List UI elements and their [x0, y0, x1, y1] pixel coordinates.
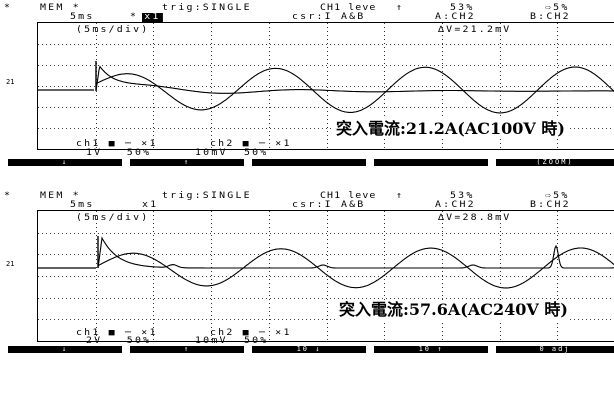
ch1-scale: 1V 50%	[86, 148, 152, 158]
scope-capture-top: * MEM * trig:SINGLE CH1 leve ↑ 53% ⇨5% 5…	[0, 0, 614, 185]
cursor-mode: csr:I A&B	[292, 200, 366, 210]
memory-mode: MEM *	[40, 3, 81, 13]
softkey-2[interactable]: ↑	[130, 346, 244, 353]
ch2-settings: ch2 ■ ─ ×1	[210, 328, 292, 338]
current-trace	[97, 236, 614, 269]
cursor-a-channel: A:CH2	[435, 12, 476, 22]
softkey-3[interactable]: 10 ↓	[252, 346, 366, 353]
softkey-1[interactable]: ↓	[8, 346, 122, 353]
pretrigger: ⇨5%	[545, 191, 570, 201]
ch2-settings: ch2 ■ ─ ×1	[210, 139, 292, 149]
ch1-level-label: CH1 leve	[320, 3, 377, 13]
trigger-mode: trig:SINGLE	[162, 191, 252, 201]
magnify-value: x1	[142, 200, 159, 210]
inrush-current-annotation: 突入電流:21.2A(AC100V 時)	[334, 119, 567, 139]
inrush-current-annotation: 突入電流:57.6A(AC240V 時)	[337, 300, 570, 320]
magnify-prefix: *	[130, 12, 139, 22]
cursor-b-channel: B:CH2	[530, 200, 571, 210]
magnify-value: x1	[142, 13, 163, 22]
trigger-position: 53%	[450, 3, 475, 13]
ch2-scale: 10mV 50%	[195, 148, 269, 158]
current-trace	[95, 65, 614, 94]
softkey-1[interactable]: ↓	[8, 159, 122, 166]
trigger-mode: trig:SINGLE	[162, 3, 252, 13]
timebase: 5ms	[70, 200, 95, 210]
trigger-slope: ↑	[396, 3, 405, 13]
pretrigger: ⇨5%	[545, 3, 570, 13]
cursor-mode: csr:I A&B	[292, 12, 366, 22]
trigger-position: 53%	[450, 191, 475, 201]
softkey-bar: ↓ ↑ 10 ↓ 10 ↑ 0 adj	[8, 346, 614, 353]
softkey-4[interactable]: 10 ↑	[374, 346, 488, 353]
waveform-grid: (5ms/div) ∆V=28.8mV ch1 ■ ─ ×1 ch2 ■ ─ ×…	[37, 210, 614, 342]
trigger-slope: ↑	[396, 191, 405, 201]
timebase: 5ms	[70, 12, 95, 22]
ch1-settings: ch1 ■ ─ ×1	[76, 328, 158, 338]
ch1-settings: ch1 ■ ─ ×1	[76, 139, 158, 149]
softkey-2[interactable]: ↑	[130, 159, 244, 166]
division-scale: (5ms/div)	[76, 213, 150, 223]
delta-v-readout: ∆V=21.2mV	[438, 25, 512, 35]
status-marker: *	[4, 191, 13, 201]
softkey-zoom[interactable]: (ZOOM)	[496, 159, 614, 166]
delta-v-readout: ∆V=28.8mV	[438, 213, 512, 223]
softkey-adj[interactable]: 0 adj	[496, 346, 614, 353]
division-scale: (5ms/div)	[76, 25, 150, 35]
ch2-scale: 10mV 50%	[195, 336, 269, 346]
ground-marker: 21	[6, 260, 15, 268]
scope-capture-bottom: * MEM * trig:SINGLE CH1 leve ↑ 53% ⇨5% 5…	[0, 188, 614, 373]
status-marker: *	[4, 3, 13, 13]
ch1-level-label: CH1 leve	[320, 191, 377, 201]
softkey-4[interactable]	[374, 159, 488, 166]
softkey-3[interactable]	[252, 159, 366, 166]
ground-marker: 21	[6, 78, 15, 86]
waveform-plot	[38, 211, 614, 341]
cursor-b-channel: B:CH2	[530, 12, 571, 22]
voltage-trace	[97, 247, 614, 289]
cursor-a-channel: A:CH2	[435, 200, 476, 210]
voltage-trace	[95, 66, 614, 114]
memory-mode: MEM *	[40, 191, 81, 201]
softkey-bar: ↓ ↑ (ZOOM)	[8, 159, 614, 166]
ch1-scale: 2V 50%	[86, 336, 152, 346]
